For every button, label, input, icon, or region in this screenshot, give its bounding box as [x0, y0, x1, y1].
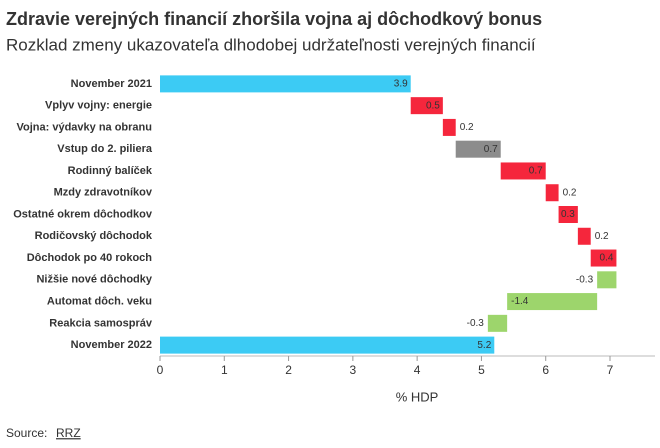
value-label: 0.5 — [426, 100, 440, 111]
value-label: -0.3 — [576, 274, 594, 285]
bar — [545, 184, 559, 202]
source-label: Source: — [6, 426, 47, 440]
bar — [597, 271, 617, 289]
value-label: 0.7 — [529, 166, 543, 177]
category-label: Vstup do 2. piliera — [57, 143, 153, 155]
bar — [442, 118, 456, 136]
value-label: 0.4 — [600, 253, 614, 264]
x-tick-label: 3 — [350, 363, 357, 377]
x-tick-label: 0 — [157, 363, 164, 377]
bar — [577, 227, 591, 245]
category-label: Rodičovský dôchodok — [35, 230, 153, 242]
bar — [160, 336, 495, 354]
x-tick-label: 7 — [607, 363, 614, 377]
source-link[interactable]: RRZ — [56, 426, 81, 440]
bar — [487, 314, 508, 332]
bar — [455, 140, 501, 158]
chart-title: Zdravie verejných financií zhoršila vojn… — [6, 9, 542, 29]
value-label: 0.3 — [561, 209, 575, 220]
value-label: 3.9 — [394, 79, 408, 90]
category-label: Nižšie nové dôchodky — [36, 274, 152, 286]
x-tick-label: 1 — [221, 363, 228, 377]
x-tick-label: 6 — [542, 363, 549, 377]
category-label: Vplyv vojny: energie — [45, 100, 152, 112]
category-label: November 2021 — [71, 78, 152, 90]
category-label: Ostatné okrem dôchodkov — [13, 208, 153, 220]
chart-subtitle: Rozklad zmeny ukazovateľa dlhodobej udrž… — [6, 35, 536, 54]
x-axis-label: % HDP — [396, 389, 439, 404]
category-label: November 2022 — [71, 339, 152, 351]
bar — [410, 97, 443, 115]
category-label: Reakcia samospráv — [49, 317, 153, 329]
category-label: Rodinný balíček — [68, 165, 153, 177]
bar — [160, 75, 411, 93]
x-tick-label: 2 — [285, 363, 292, 377]
value-label: -1.4 — [511, 296, 529, 307]
category-label: Mzdy zdravotníkov — [54, 187, 153, 199]
value-label: 5.2 — [477, 340, 491, 351]
bar — [500, 162, 546, 180]
x-tick-label: 4 — [414, 363, 421, 377]
category-label: Dôchodok po 40 rokoch — [27, 252, 153, 264]
value-label: 0.2 — [595, 231, 609, 242]
bar — [507, 293, 598, 311]
value-label: 0.2 — [460, 122, 474, 133]
bar — [558, 206, 578, 223]
category-label: Automat dôch. veku — [47, 295, 152, 307]
category-label: Vojna: výdavky na obranu — [16, 121, 152, 133]
x-tick-label: 5 — [478, 363, 485, 377]
value-label: 0.7 — [484, 144, 498, 155]
value-label: 0.2 — [563, 187, 577, 198]
bar — [590, 249, 617, 267]
value-label: -0.3 — [467, 318, 485, 329]
